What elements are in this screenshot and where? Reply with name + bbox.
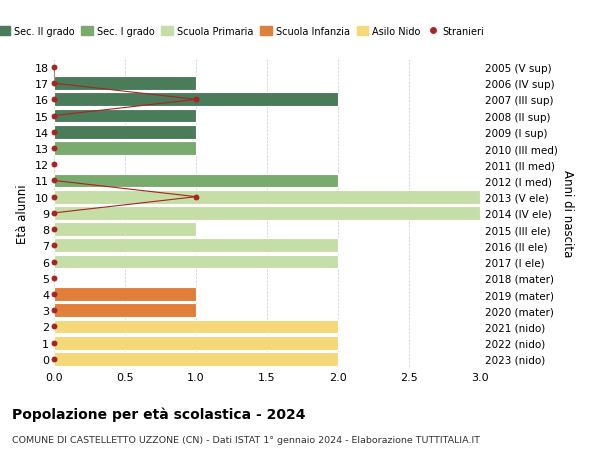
- Legend: Sec. II grado, Sec. I grado, Scuola Primaria, Scuola Infanzia, Asilo Nido, Stran: Sec. II grado, Sec. I grado, Scuola Prim…: [0, 24, 487, 39]
- Point: [191, 194, 201, 201]
- Bar: [54, 287, 196, 301]
- Bar: [54, 239, 338, 253]
- Text: Popolazione per età scolastica - 2024: Popolazione per età scolastica - 2024: [12, 406, 305, 421]
- Point: [49, 129, 59, 136]
- Point: [49, 145, 59, 152]
- Point: [49, 242, 59, 250]
- Y-axis label: Anni di nascita: Anni di nascita: [562, 170, 574, 257]
- Bar: [54, 320, 338, 334]
- Point: [49, 194, 59, 201]
- Bar: [54, 255, 338, 269]
- Bar: [54, 352, 338, 366]
- Point: [49, 323, 59, 330]
- Bar: [54, 207, 480, 220]
- Point: [49, 291, 59, 298]
- Point: [49, 161, 59, 168]
- Bar: [54, 223, 196, 236]
- Bar: [54, 336, 338, 350]
- Point: [49, 258, 59, 266]
- Point: [49, 307, 59, 314]
- Y-axis label: Età alunni: Età alunni: [16, 184, 29, 243]
- Point: [49, 210, 59, 217]
- Bar: [54, 126, 196, 140]
- Point: [49, 96, 59, 104]
- Point: [191, 96, 201, 104]
- Bar: [54, 109, 196, 123]
- Point: [49, 112, 59, 120]
- Bar: [54, 77, 196, 91]
- Bar: [54, 304, 196, 318]
- Point: [49, 339, 59, 347]
- Point: [49, 274, 59, 282]
- Point: [49, 355, 59, 363]
- Point: [49, 80, 59, 88]
- Bar: [54, 190, 480, 204]
- Bar: [54, 174, 338, 188]
- Point: [49, 226, 59, 233]
- Bar: [54, 142, 196, 156]
- Point: [49, 177, 59, 185]
- Point: [49, 64, 59, 72]
- Bar: [54, 93, 338, 107]
- Text: COMUNE DI CASTELLETTO UZZONE (CN) - Dati ISTAT 1° gennaio 2024 - Elaborazione TU: COMUNE DI CASTELLETTO UZZONE (CN) - Dati…: [12, 435, 480, 444]
